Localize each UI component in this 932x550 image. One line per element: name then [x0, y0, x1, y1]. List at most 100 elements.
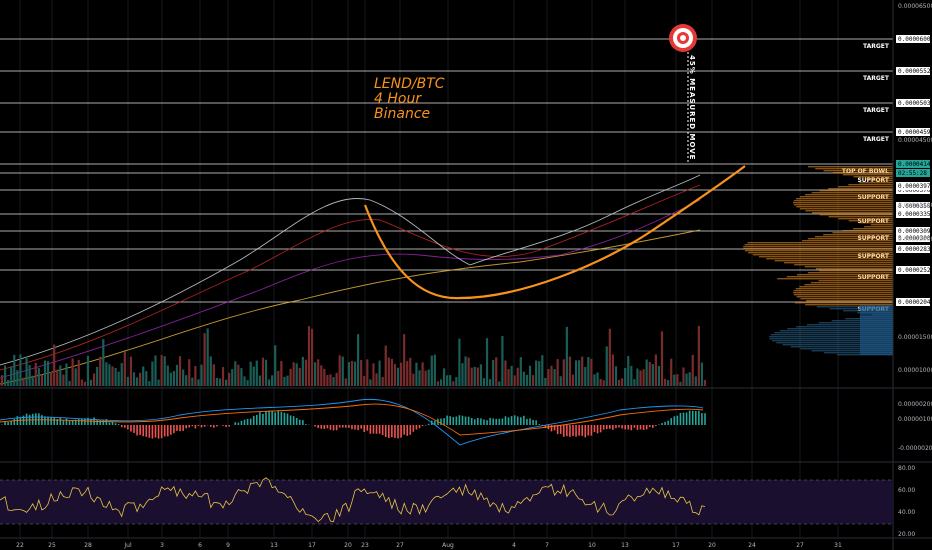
macd-histogram-bar: [90, 418, 92, 425]
volume-bar: [553, 368, 556, 386]
volume-bar: [200, 364, 203, 386]
volume-bar: [642, 369, 645, 386]
volume-profile-bar: [779, 330, 893, 332]
macd-histogram-bar: [501, 418, 504, 425]
macd-histogram-bar: [449, 416, 452, 425]
macd-histogram-bar: [384, 425, 387, 437]
macd-histogram-bar: [492, 418, 494, 425]
macd-histogram-bar: [228, 425, 230, 427]
macd-histogram-bar: [326, 425, 329, 429]
volume-bar: [387, 357, 390, 386]
volume-bar: [123, 351, 126, 386]
volume-profile-bar: [800, 348, 893, 350]
volume-bar: [314, 362, 317, 386]
macd-histogram-bar: [566, 425, 568, 437]
macd-histogram-bar: [673, 416, 676, 425]
volume-bar: [86, 355, 90, 386]
volume-bar: [99, 356, 102, 386]
volume-profile-bar: [842, 230, 893, 232]
price-box-text: 0.00002042: [898, 299, 932, 306]
macd-histogram-bar: [114, 423, 117, 425]
volume-bar: [289, 368, 292, 386]
macd-histogram-bar: [182, 425, 184, 431]
volume-bar: [568, 356, 572, 386]
macd-histogram-bar: [191, 425, 194, 427]
macd-histogram-bar: [516, 416, 519, 425]
volume-bar: [630, 365, 633, 386]
price-box-text: 0.00003708: [898, 187, 932, 194]
price-box-text: 0.00005037: [898, 100, 932, 107]
volume-bar: [323, 368, 326, 386]
macd-histogram-bar: [550, 425, 553, 432]
volume-bar: [605, 346, 608, 386]
volume-bar: [363, 376, 366, 386]
level-label-target: TARGET: [863, 43, 890, 50]
macd-histogram-bar: [618, 425, 620, 428]
volume-bar: [59, 365, 62, 386]
price-box-text: 0.00006007: [898, 36, 932, 43]
macd-histogram-bar: [345, 425, 347, 428]
macd-histogram-bar: [320, 425, 323, 429]
volume-bar: [396, 367, 400, 386]
volume-bar: [347, 362, 350, 386]
volume-bar: [485, 338, 489, 386]
macd-histogram-bar: [225, 425, 227, 428]
volume-bar: [489, 379, 492, 386]
macd-histogram-bar: [341, 425, 344, 428]
volume-bar: [185, 375, 188, 386]
rsi-axis-tick: 60.00: [898, 487, 915, 494]
volume-bar: [40, 374, 44, 386]
macd-histogram-bar: [145, 425, 148, 437]
volume-profile-bar: [815, 268, 893, 270]
volume-profile-bar: [774, 260, 893, 262]
volume-bar: [145, 371, 148, 386]
volume-profile: [743, 166, 893, 356]
price-box-support: [896, 227, 930, 235]
volume-profile-bar: [864, 178, 893, 180]
volume-bar: [108, 364, 111, 386]
volume-bar: [286, 375, 289, 386]
macd-histogram-bar: [461, 415, 464, 425]
volume-bar: [384, 345, 387, 386]
volume-bar: [528, 365, 532, 386]
volume-bar: [513, 375, 516, 386]
volume-bar: [700, 362, 704, 386]
volume-bar: [673, 374, 676, 386]
volume-bar: [449, 375, 452, 386]
time-axis-tick: 25: [48, 542, 56, 549]
macd-histogram-bar: [351, 425, 353, 430]
macd-histogram-bar: [538, 424, 541, 425]
volume-bar: [535, 360, 538, 386]
volume-profile-bar: [794, 302, 893, 304]
macd-histogram-bar: [473, 419, 476, 425]
time-axis-tick: 23: [361, 542, 369, 549]
volume-profile-bar: [832, 232, 893, 234]
macd-histogram-bar: [286, 413, 289, 425]
axis-box-text: 0.00003975: [898, 183, 932, 190]
macd-histogram-bar: [213, 425, 215, 428]
macd-histogram-bar: [510, 416, 513, 425]
volume-bar: [418, 370, 421, 386]
volume-bar: [415, 362, 418, 386]
macd-histogram-bar: [667, 420, 669, 425]
macd-histogram-bar: [452, 417, 455, 425]
volume-bar: [126, 376, 129, 386]
macd-histogram-bar: [265, 410, 267, 425]
macd-histogram-bar: [59, 417, 62, 425]
volume-bar: [562, 359, 565, 386]
volume-bar: [120, 363, 123, 386]
macd-histogram-bar: [655, 425, 657, 427]
volume-profile-bar: [842, 174, 893, 176]
macd-histogram-bar: [403, 425, 405, 435]
volume-bar: [28, 365, 31, 386]
macd-histogram-bar: [691, 410, 694, 425]
volume-bar: [593, 374, 596, 386]
price-box-target: [896, 67, 930, 75]
time-axis-tick: 17: [672, 542, 680, 549]
volume-bar: [135, 377, 139, 386]
macd-axis-tick: 0.00000100: [898, 416, 932, 423]
volume-bar: [264, 359, 268, 386]
volume-bar: [280, 361, 283, 386]
volume-profile-bar: [870, 224, 893, 226]
time-axis-tick: 28: [84, 542, 92, 549]
